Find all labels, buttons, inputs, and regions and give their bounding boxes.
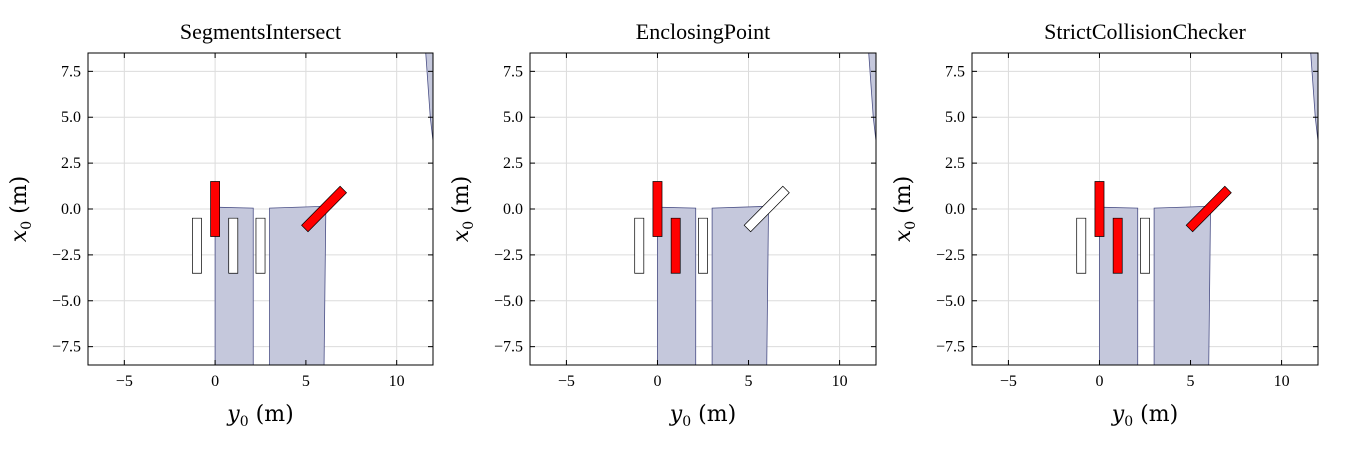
ticks: −5 0 5 10 −7.5 −5.0 −2.5 0.0 2.5 5.0 7.5: [494, 53, 876, 390]
collision-box: [210, 181, 220, 237]
grid: [88, 53, 433, 365]
ticks: −5 0 5 10 −7.5 −5.0 −2.5 0.0 2.5 5.0 7.5: [936, 53, 1318, 390]
x-tick-label: 10: [832, 373, 848, 390]
grid: [530, 53, 876, 365]
y-tick-label: −2.5: [494, 247, 523, 264]
x-tick-label: 0: [211, 373, 219, 390]
collision-box: [670, 217, 681, 274]
x-tick-label: 10: [1274, 373, 1290, 390]
y-tick-label: 5.0: [945, 109, 965, 126]
ticks: −5 0 5 10 −7.5 −5.0 −2.5 0.0 2.5 5.0 7.5: [52, 53, 433, 390]
free-box: [228, 217, 239, 274]
plot-area: [192, 53, 433, 365]
collision-box: [1112, 217, 1123, 274]
subplot-title: SegmentsIntersect: [180, 19, 341, 44]
feasible-region: [711, 205, 769, 365]
subplot-strict-collision-checker: StrictCollisionChecker −5 0 5 10 −7.5 −5.0 −2.…: [891, 19, 1319, 430]
y-tick-label: −7.5: [52, 339, 81, 356]
x-tick-label: 0: [1095, 373, 1103, 390]
x-tick-label: 0: [653, 373, 661, 390]
collision-box: [301, 185, 348, 233]
y-tick-label: −2.5: [936, 247, 965, 264]
feasible-region: [657, 206, 697, 365]
collision-box: [1185, 185, 1232, 233]
y-tick-label: 7.5: [61, 63, 81, 80]
feasible-region: [425, 53, 433, 142]
x-tick-label: −5: [558, 373, 575, 390]
y-tick-label: 2.5: [945, 155, 965, 172]
y-tick-label: 7.5: [945, 63, 965, 80]
plot-area: [1076, 53, 1318, 365]
feasible-region: [868, 53, 876, 142]
free-box: [1076, 217, 1087, 274]
y-axis-label: x0 (m): [7, 176, 35, 242]
y-tick-label: 7.5: [503, 63, 523, 80]
y-tick-label: −2.5: [52, 247, 81, 264]
free-box: [634, 217, 645, 274]
free-box: [192, 217, 202, 274]
x-tick-label: 5: [745, 373, 753, 390]
free-box: [698, 217, 708, 274]
y-tick-label: 0.0: [61, 201, 81, 218]
subplot-enclosing-point: EnclosingPoint −5 0 5 10 −7.5 −5.0 −2.5 0.0 2.5 5…: [449, 19, 877, 430]
x-tick-label: 10: [389, 373, 405, 390]
feasible-region: [1153, 205, 1211, 365]
x-axis-label: y0 (m): [1111, 402, 1178, 430]
free-box: [255, 217, 266, 274]
y-axis-label: x0 (m): [891, 176, 919, 242]
y-tick-label: 5.0: [503, 109, 523, 126]
feasible-region: [214, 206, 254, 365]
x-tick-label: −5: [1000, 373, 1017, 390]
subplot-segments-intersect: SegmentsIntersect −5 0 5 10 −7.5 −5.0 −2.5 0.0 2…: [7, 19, 434, 430]
feasible-region: [1310, 53, 1318, 142]
free-box: [743, 185, 790, 233]
x-tick-label: 5: [1187, 373, 1195, 390]
y-tick-label: 2.5: [61, 155, 81, 172]
x-tick-label: −5: [116, 373, 133, 390]
x-tick-label: 5: [302, 373, 310, 390]
y-tick-label: −7.5: [936, 339, 965, 356]
plot-area: [634, 53, 876, 365]
y-tick-label: 5.0: [61, 109, 81, 126]
collision-box: [1094, 181, 1105, 237]
y-tick-label: 2.5: [503, 155, 523, 172]
y-tick-label: −5.0: [494, 293, 523, 310]
free-box: [1140, 217, 1150, 274]
y-tick-label: −5.0: [52, 293, 81, 310]
x-axis-label: y0 (m): [669, 402, 736, 430]
y-tick-label: 0.0: [945, 201, 965, 218]
feasible-region: [1099, 206, 1139, 365]
grid: [972, 53, 1318, 365]
subplot-title: StrictCollisionChecker: [1044, 19, 1246, 44]
feasible-region: [269, 205, 327, 365]
x-axis-label: y0 (m): [226, 402, 293, 430]
y-tick-label: 0.0: [503, 201, 523, 218]
subplot-title: EnclosingPoint: [636, 19, 770, 44]
y-axis-label: x0 (m): [449, 176, 477, 242]
y-tick-label: −5.0: [936, 293, 965, 310]
y-tick-label: −7.5: [494, 339, 523, 356]
collision-box: [652, 181, 663, 237]
